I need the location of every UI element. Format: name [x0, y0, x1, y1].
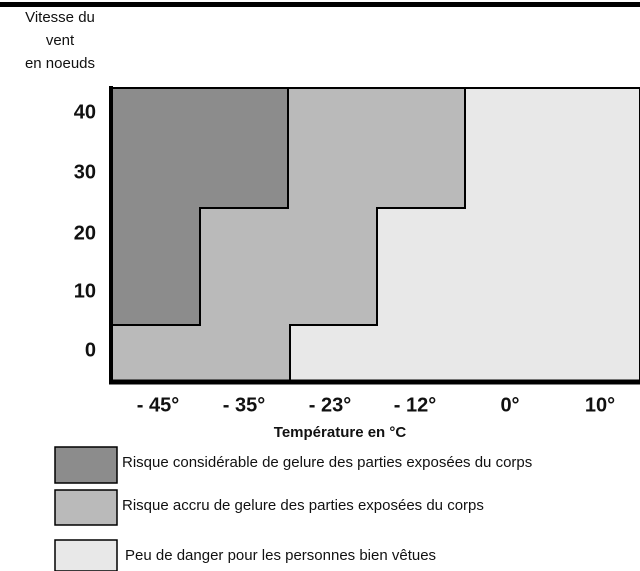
x-label: - 35° — [223, 394, 265, 416]
legend: Risque considérable de gelure des partie… — [54, 446, 532, 571]
legend-swatch — [54, 446, 118, 484]
y-label: 10 — [74, 280, 96, 302]
y-axis-title: Vitesse du — [25, 9, 95, 26]
legend-swatch — [54, 489, 118, 526]
legend-label: Peu de danger pour les personnes bien vê… — [125, 547, 436, 564]
y-label: 40 — [74, 101, 96, 123]
x-label: 0° — [500, 394, 519, 416]
y-label: 20 — [74, 222, 96, 244]
y-axis-title: vent — [46, 32, 75, 49]
legend-label: Risque accru de gelure des parties expos… — [122, 497, 484, 514]
x-label: 10° — [585, 394, 615, 416]
legend-swatch — [54, 539, 118, 571]
y-label: 30 — [74, 161, 96, 183]
x-axis-title: Température en °C — [274, 424, 407, 441]
top-rule — [0, 2, 640, 7]
x-label: - 23° — [309, 394, 351, 416]
x-label: - 45° — [137, 394, 179, 416]
legend-label: Risque considérable de gelure des partie… — [122, 454, 532, 471]
y-axis-title: en noeuds — [25, 55, 95, 72]
y-label: 0 — [85, 339, 96, 361]
x-label: - 12° — [394, 394, 436, 416]
